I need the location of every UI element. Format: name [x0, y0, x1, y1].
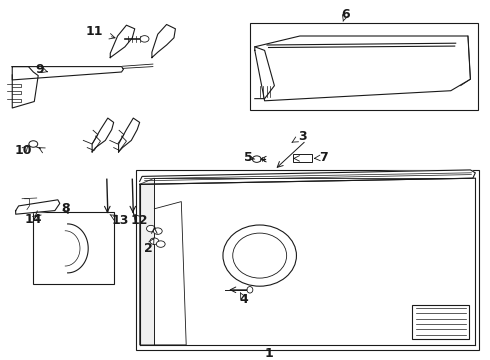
Bar: [250, 23, 478, 110]
Circle shape: [29, 141, 38, 147]
Ellipse shape: [247, 287, 253, 293]
Text: 8: 8: [61, 202, 70, 215]
Text: 4: 4: [240, 293, 248, 306]
Text: 9: 9: [35, 63, 44, 76]
Polygon shape: [152, 24, 175, 58]
Ellipse shape: [223, 225, 296, 286]
Circle shape: [252, 156, 261, 162]
Polygon shape: [140, 178, 475, 345]
Polygon shape: [92, 118, 114, 152]
Bar: [136, 170, 479, 350]
Text: 6: 6: [341, 8, 350, 21]
Circle shape: [150, 238, 159, 244]
Text: 11: 11: [85, 25, 103, 38]
Polygon shape: [119, 118, 140, 152]
Ellipse shape: [233, 233, 287, 278]
Bar: [412, 305, 469, 339]
Polygon shape: [16, 200, 60, 214]
Circle shape: [153, 228, 162, 234]
Text: 14: 14: [24, 213, 42, 226]
Polygon shape: [110, 25, 135, 58]
Text: 13: 13: [111, 214, 129, 227]
Polygon shape: [68, 224, 88, 273]
Text: 1: 1: [264, 347, 273, 360]
Polygon shape: [140, 178, 154, 345]
Text: 12: 12: [130, 214, 148, 227]
Polygon shape: [12, 67, 38, 108]
Polygon shape: [140, 170, 475, 184]
Bar: [293, 154, 312, 162]
Text: 10: 10: [15, 144, 32, 157]
Text: 5: 5: [244, 151, 252, 164]
Bar: [33, 212, 114, 284]
Circle shape: [147, 225, 155, 232]
Polygon shape: [255, 36, 470, 101]
Circle shape: [156, 241, 165, 247]
Circle shape: [140, 36, 149, 42]
Text: 7: 7: [319, 151, 328, 164]
Text: 3: 3: [298, 130, 307, 143]
Text: 2: 2: [144, 242, 153, 255]
